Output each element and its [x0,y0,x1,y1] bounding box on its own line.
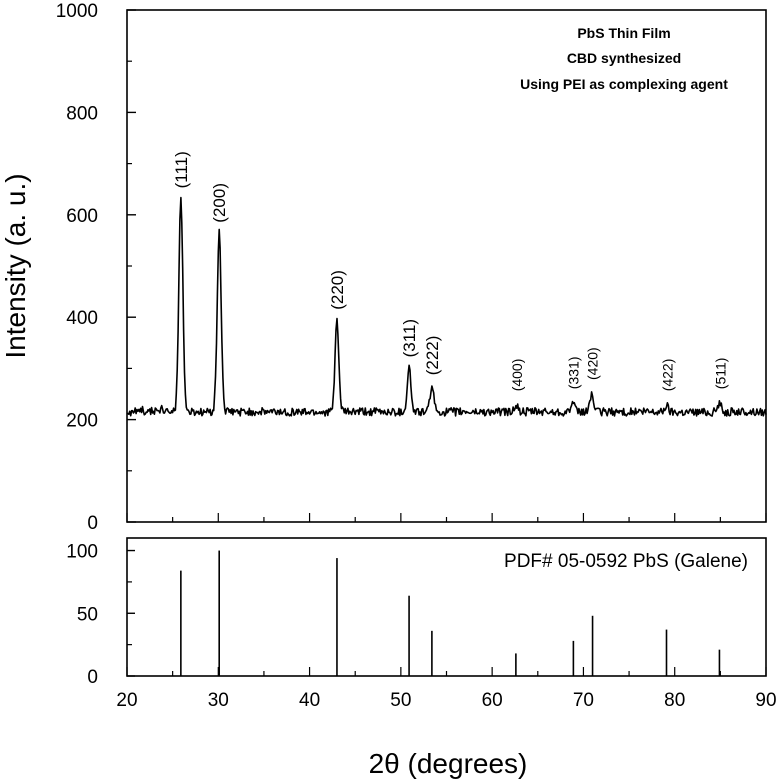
bottom-x-tick-label: 80 [664,690,685,711]
top-x-ticks [126,513,767,522]
peak-label: (400) [509,359,525,392]
bottom-x-tick-label: 90 [755,690,776,711]
top-y-tick-label: 1000 [56,1,98,22]
top-y-tick-label: 800 [66,103,98,124]
annotation-synthesis: CBD synthesized [567,50,681,66]
reference-bars [180,550,721,676]
annotation-agent: Using PEI as complexing agent [520,76,728,92]
bottom-y-tick-label: 100 [66,542,98,563]
bottom-y-tick-label: 50 [77,604,98,625]
top-y-axis: 0 200 400 600 800 1000 [56,1,136,534]
reference-title: PDF# 05-0592 PbS (Galene) [504,551,748,572]
peak-label: (111) [172,151,191,188]
bottom-x-tick-label: 60 [482,690,503,711]
top-y-tick-label: 200 [66,411,98,432]
xrd-pattern-panel: 0 200 400 600 800 1000 (111) (200) (220) (311) (2… [56,1,767,534]
peak-labels: (111) (200) (220) (311) (222) (400) (331) (420)… [172,151,729,391]
top-y-tick-label: 600 [66,206,98,227]
peak-label: (420) [585,347,601,380]
peak-label: (200) [210,183,229,223]
top-y-tick-label: 0 [87,513,98,534]
reference-pattern-panel: 0 50 100 20 30 40 50 60 70 80 90 PDF# 05-0592 PbS… [66,537,777,711]
bottom-x-tick-label: 50 [390,690,411,711]
peak-label: (220) [328,270,347,310]
bottom-y-tick-label: 0 [87,667,98,688]
peak-label: (311) [400,319,419,357]
bottom-x-tick-label: 70 [573,690,594,711]
bottom-x-tick-label: 20 [116,690,137,711]
bottom-x-axis: 20 30 40 50 60 70 80 90 [116,667,777,711]
xrd-pattern-line [126,196,767,417]
peak-label: (511) [712,358,728,390]
peak-label: (422) [660,359,676,392]
peak-label: (331) [566,357,582,390]
bottom-x-tick-label: 30 [208,690,229,711]
y-axis-title: Intensity (a. u.) [0,173,31,358]
top-y-tick-label: 400 [66,308,98,329]
peak-label: (222) [423,336,442,376]
annotation-film: PbS Thin Film [577,25,670,41]
x-axis-title: 2θ (degrees) [369,748,528,779]
bottom-y-axis: 0 50 100 [66,542,135,688]
bottom-x-tick-label: 40 [299,690,320,711]
